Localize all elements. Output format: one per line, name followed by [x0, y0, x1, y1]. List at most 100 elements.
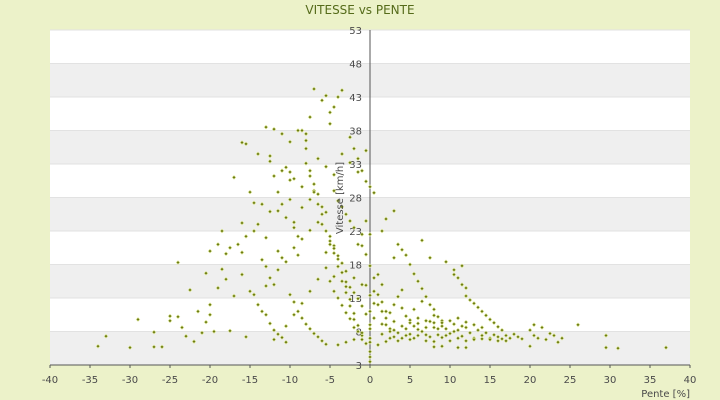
scatter-point	[371, 315, 377, 321]
scatter-point	[347, 303, 353, 309]
scatter-point	[287, 177, 293, 183]
scatter-point	[383, 309, 389, 314]
scatter-point	[307, 114, 313, 120]
scatter-point	[467, 330, 473, 336]
scatter-point	[415, 321, 421, 326]
scatter-point	[243, 334, 249, 340]
x-tick-label: 0	[367, 375, 373, 386]
scatter-point	[319, 204, 325, 210]
y-tick-label: 38	[349, 127, 362, 138]
scatter-point	[447, 331, 453, 336]
scatter-point	[263, 312, 269, 318]
scatter-point	[427, 302, 433, 307]
scatter-point	[455, 275, 461, 281]
scatter-point	[259, 309, 265, 314]
x-tick-label: -20	[202, 375, 218, 386]
scatter-point	[243, 141, 249, 147]
scatter-point	[243, 234, 249, 239]
scatter-point	[327, 238, 333, 244]
scatter-point	[495, 324, 501, 330]
scatter-point	[503, 338, 509, 344]
scatter-point	[367, 349, 373, 354]
scatter-point	[487, 337, 493, 342]
scatter-point	[263, 124, 269, 130]
scatter-point	[411, 335, 417, 341]
scatter-point	[327, 242, 333, 247]
scatter-point	[271, 337, 277, 342]
x-tick-label: 25	[564, 375, 577, 386]
scatter-point	[295, 252, 301, 258]
scatter-point	[463, 285, 469, 291]
scatter-point	[435, 332, 441, 338]
scatter-point	[395, 242, 401, 247]
y-tick-label: 23	[349, 227, 362, 238]
scatter-point	[375, 272, 381, 277]
scatter-point	[427, 255, 433, 261]
scatter-point	[367, 309, 373, 314]
scatter-point	[339, 278, 345, 284]
scatter-point	[303, 321, 309, 327]
scatter-point	[379, 309, 385, 314]
scatter-point	[239, 272, 245, 277]
scatter-point	[335, 198, 341, 204]
scatter-point	[367, 359, 373, 364]
scatter-point	[159, 344, 165, 350]
scatter-point	[383, 322, 389, 328]
scatter-point	[167, 318, 173, 324]
scatter-point	[467, 297, 473, 303]
scatter-point	[451, 272, 457, 277]
scatter-point	[491, 332, 497, 338]
scatter-point	[299, 315, 305, 321]
scatter-point	[271, 126, 277, 132]
scatter-point	[431, 339, 437, 344]
scatter-point	[343, 290, 349, 295]
x-tick-label: 20	[524, 375, 537, 386]
scatter-point	[267, 159, 273, 164]
x-tick-label: 40	[684, 375, 697, 386]
scatter-point	[443, 326, 449, 332]
x-tick-label: 10	[444, 375, 457, 386]
scatter-point	[367, 263, 373, 269]
scatter-point	[663, 345, 669, 350]
scatter-point	[279, 168, 285, 173]
scatter-point	[343, 284, 349, 289]
scatter-point	[379, 228, 385, 234]
scatter-point	[423, 294, 429, 299]
scatter-point	[391, 319, 397, 324]
scatter-point	[303, 138, 309, 143]
scatter-point	[395, 330, 401, 336]
scatter-point	[475, 327, 481, 333]
scatter-point	[463, 293, 469, 299]
scatter-point	[455, 315, 461, 321]
scatter-point	[379, 331, 385, 337]
scatter-point	[359, 232, 365, 237]
scatter-point	[351, 337, 357, 342]
scatter-point	[419, 299, 425, 304]
scatter-point	[351, 275, 357, 281]
scatter-point	[379, 321, 385, 327]
scatter-point	[175, 314, 181, 320]
scatter-point	[527, 343, 533, 349]
scatter-point	[355, 296, 361, 301]
scatter-point	[227, 245, 233, 251]
scatter-point	[463, 319, 469, 325]
scatter-point	[327, 110, 333, 115]
scatter-point	[331, 104, 337, 110]
x-tick-label: -30	[122, 375, 138, 386]
scatter-point	[363, 283, 369, 288]
scatter-point	[319, 222, 325, 227]
scatter-point	[323, 265, 329, 271]
scatter-point	[375, 342, 381, 348]
scatter-point	[411, 271, 417, 277]
scatter-point	[463, 345, 469, 350]
scatter-point	[391, 334, 397, 340]
y-tick-label: 53	[349, 26, 362, 37]
scatter-point	[307, 173, 313, 179]
scatter-point	[407, 331, 413, 337]
scatter-point	[351, 225, 357, 230]
scatter-point	[191, 339, 197, 344]
scatter-point	[339, 88, 345, 93]
scatter-point	[355, 242, 361, 247]
scatter-point	[179, 325, 185, 330]
scatter-point	[231, 175, 237, 180]
